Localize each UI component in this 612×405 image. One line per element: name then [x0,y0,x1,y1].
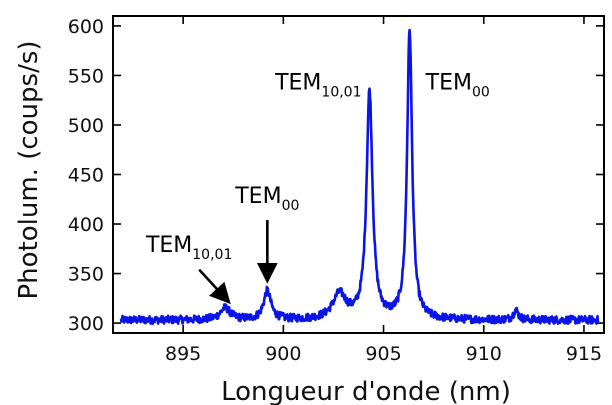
annotation-arrow [198,268,231,305]
x-axis-label: Longueur d'onde (nm) [221,377,511,405]
y-axis-label: Photolum. (coups/s) [14,40,44,299]
x-tick-label: 910 [466,343,502,365]
x-tick-label: 915 [566,343,602,365]
plot-frame [112,15,605,334]
y-tick-label: 450 [68,165,104,187]
y-tick-label: 550 [68,65,104,87]
y-tick-label: 600 [68,16,104,38]
y-tick-label: 400 [68,214,104,236]
y-tick-label: 350 [68,264,104,286]
peak-annotation-label: TEM10,01 [274,70,361,100]
plot-border [112,15,605,334]
y-tick-label: 300 [68,313,104,335]
x-tick-label: 900 [265,343,301,365]
axis-ticks: 895 900 905 910 915 300 350 400 450 500 550 600 [68,16,604,365]
x-tick-label: 895 [165,343,201,365]
series-layer [119,28,600,326]
x-tick-label: 905 [365,343,401,365]
peak-annotation-label: TEM00 [234,184,299,214]
peak-annotation-label: TEM10,01 [145,233,232,263]
peak-annotation-label: TEM00 [425,70,490,100]
spectrum-series-line [119,28,600,326]
y-tick-label: 500 [68,115,104,137]
